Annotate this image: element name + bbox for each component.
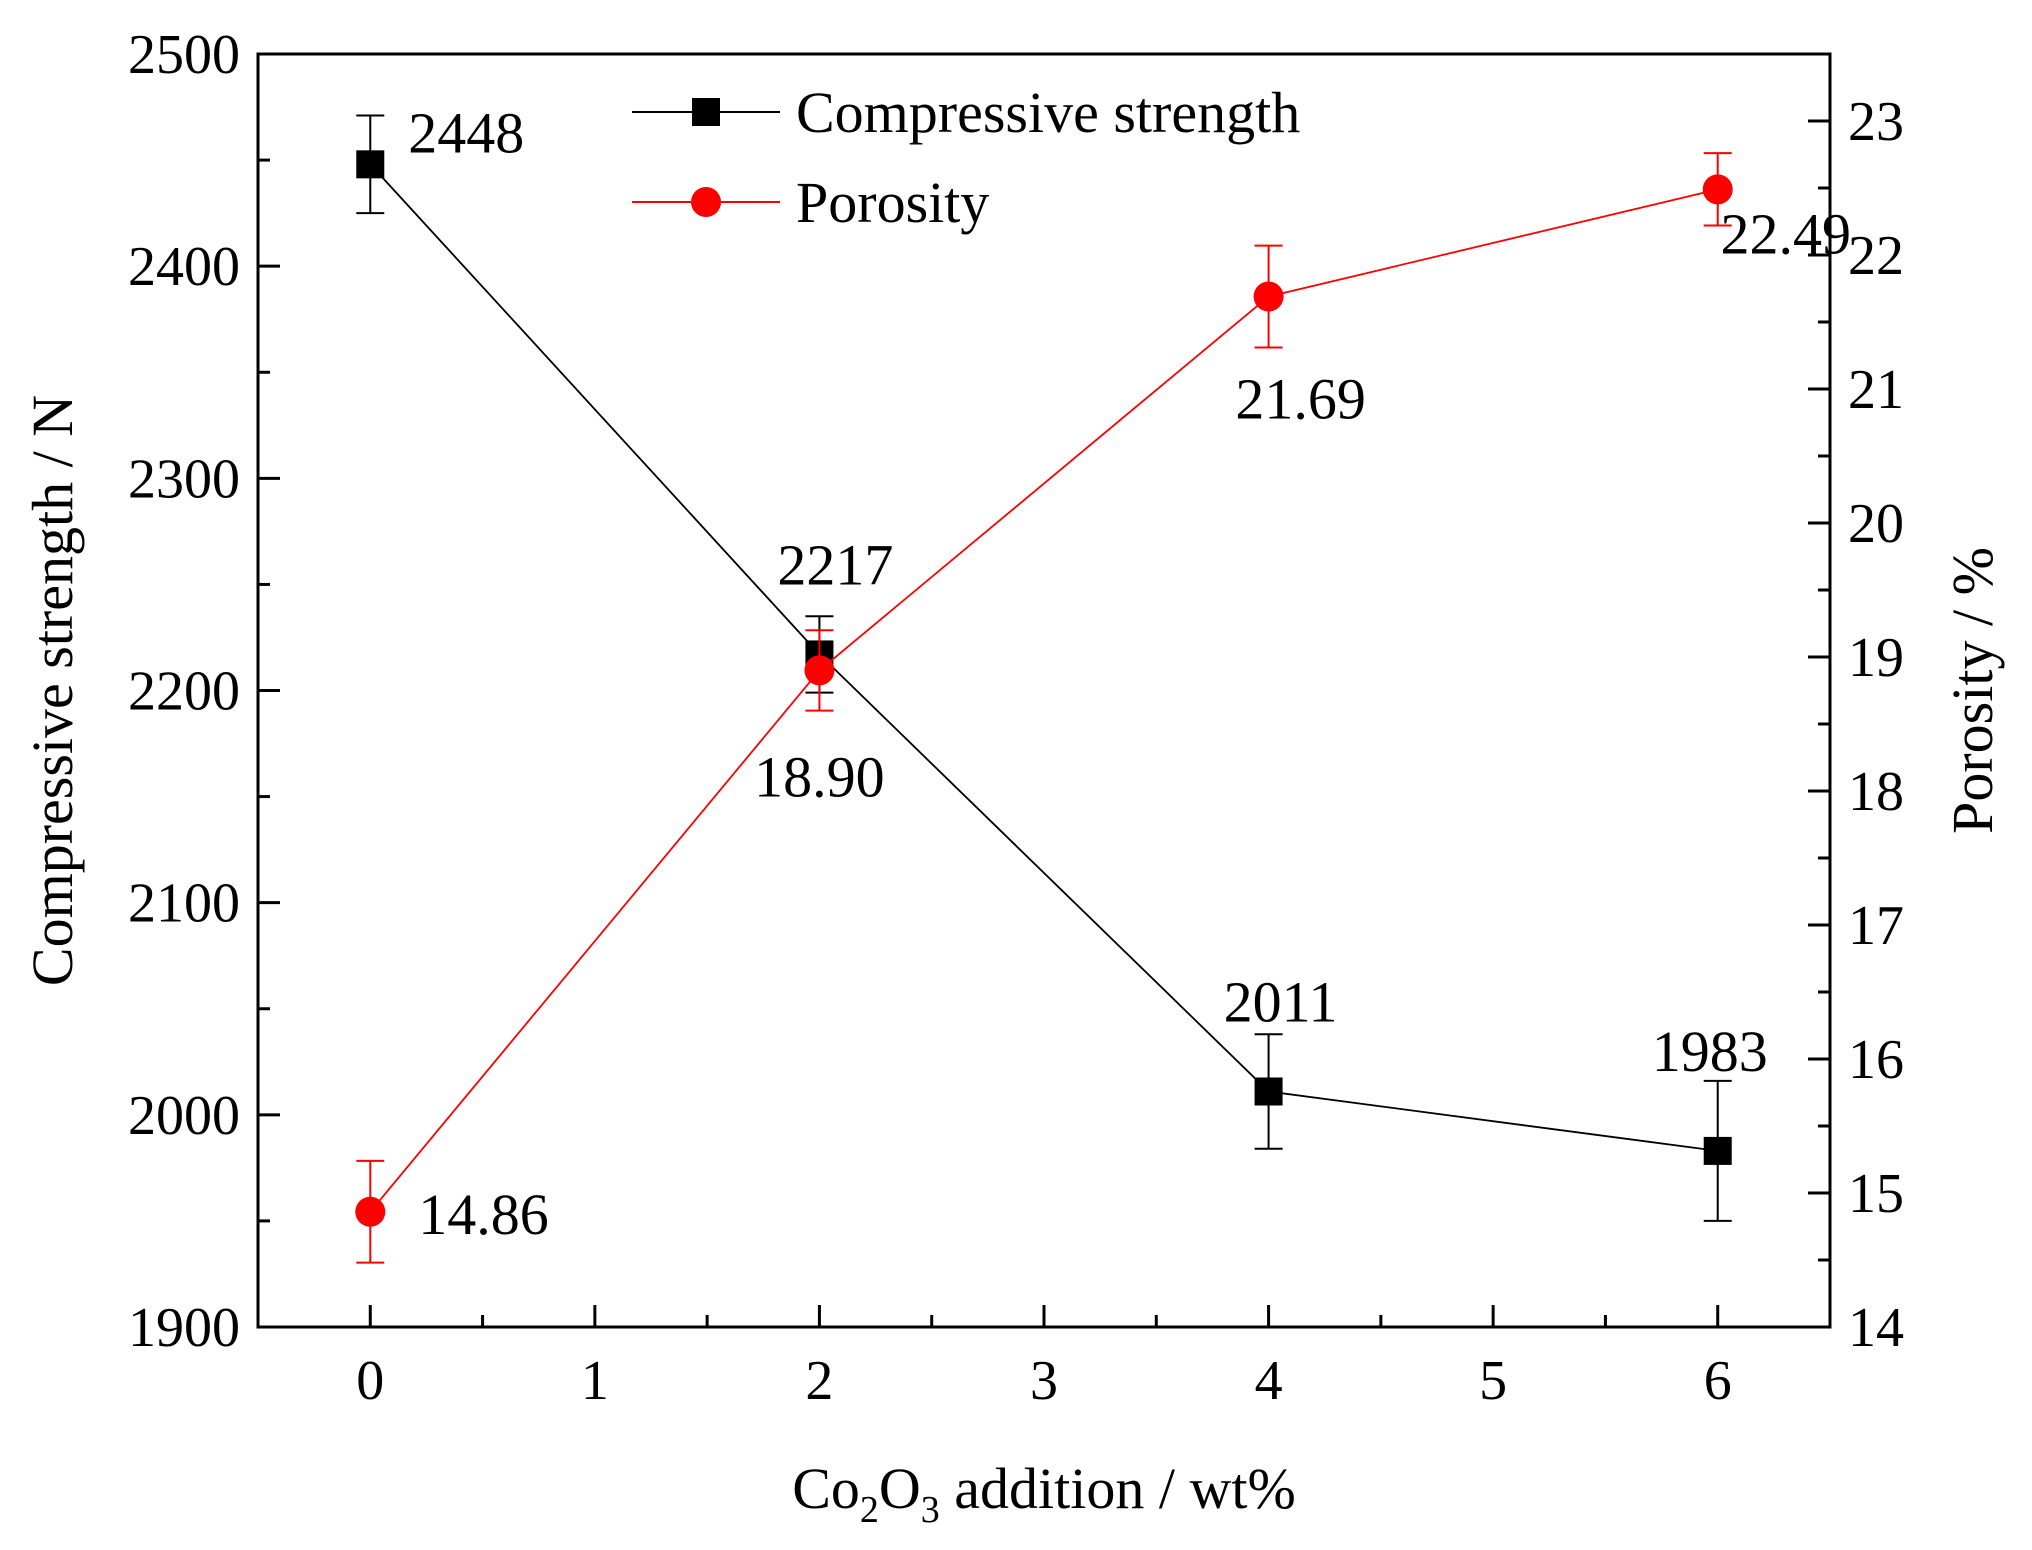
x-tick-label: 0	[356, 1350, 384, 1412]
x-axis-title-pre: Co	[792, 1456, 860, 1521]
y-right-tick-label: 20	[1848, 493, 1904, 555]
x-axis-title-mid: O	[879, 1456, 921, 1521]
y-left-tick-label: 2100	[128, 873, 240, 935]
y-left-tick-label: 1900	[128, 1297, 240, 1359]
y-right-tick-label: 22	[1848, 225, 1904, 287]
legend-label: Porosity	[796, 170, 989, 235]
x-axis-title-sub1: 2	[860, 1489, 879, 1531]
data-label: 2011	[1224, 969, 1338, 1034]
data-point-circle	[1702, 174, 1733, 205]
data-label: 1983	[1652, 1019, 1768, 1084]
y-left-tick-label: 2400	[128, 236, 240, 298]
y-left-tick-label: 2300	[128, 448, 240, 510]
series-layer	[355, 114, 1733, 1264]
x-tick-label: 5	[1479, 1350, 1507, 1412]
y-left-tick-label: 2000	[128, 1085, 240, 1147]
y-right-tick-label: 17	[1848, 895, 1904, 957]
data-point-square	[356, 150, 385, 179]
data-label: 2448	[408, 100, 524, 165]
data-point-square	[1703, 1136, 1732, 1165]
series-line-compressive-strength	[369, 163, 1718, 1152]
legend: Compressive strength Porosity	[632, 80, 1300, 235]
labels-layer: 0 1 2 3 4 5 6190020002100220023002400250014151…	[128, 24, 1904, 1412]
data-label: 18.90	[754, 744, 885, 809]
data-label: 21.69	[1235, 367, 1366, 432]
y-right-tick-label: 19	[1848, 627, 1904, 689]
y-axis-left-title: Compressive strength / N	[20, 395, 85, 986]
legend-marker-square	[692, 98, 720, 126]
x-tick-label: 2	[805, 1350, 833, 1412]
data-label: 22.49	[1720, 201, 1851, 266]
y-axis-right-title: Porosity / %	[1940, 547, 2005, 834]
data-label: 14.86	[418, 1182, 549, 1247]
series-line-porosity	[369, 188, 1718, 1213]
x-axis-title: Co2O3 addition / wt%	[792, 1456, 1296, 1531]
data-point-circle	[355, 1196, 386, 1227]
y-left-tick-label: 2200	[128, 661, 240, 723]
x-tick-label: 6	[1704, 1350, 1732, 1412]
y-right-tick-label: 16	[1848, 1029, 1904, 1091]
y-left-tick-label: 2500	[128, 24, 240, 86]
y-right-tick-label: 21	[1848, 359, 1904, 421]
y-right-tick-label: 18	[1848, 761, 1904, 823]
plot-frame	[256, 52, 1832, 1329]
data-point-square	[1254, 1077, 1283, 1106]
y-right-tick-label: 23	[1848, 91, 1904, 153]
x-tick-label: 3	[1030, 1350, 1058, 1412]
tick-marks	[258, 52, 1830, 1329]
y-right-tick-label: 15	[1848, 1163, 1904, 1225]
x-axis-title-post: addition / wt%	[940, 1456, 1296, 1521]
y-right-tick-label: 14	[1848, 1297, 1904, 1359]
legend-label: Compressive strength	[796, 80, 1300, 145]
data-point-circle	[1253, 281, 1284, 312]
x-tick-label: 4	[1255, 1350, 1283, 1412]
data-point-circle	[804, 655, 835, 686]
x-axis-title-sub2: 3	[921, 1489, 940, 1531]
x-tick-label: 1	[581, 1350, 609, 1412]
legend-marker-circle	[691, 187, 721, 217]
data-label: 2217	[777, 532, 893, 597]
